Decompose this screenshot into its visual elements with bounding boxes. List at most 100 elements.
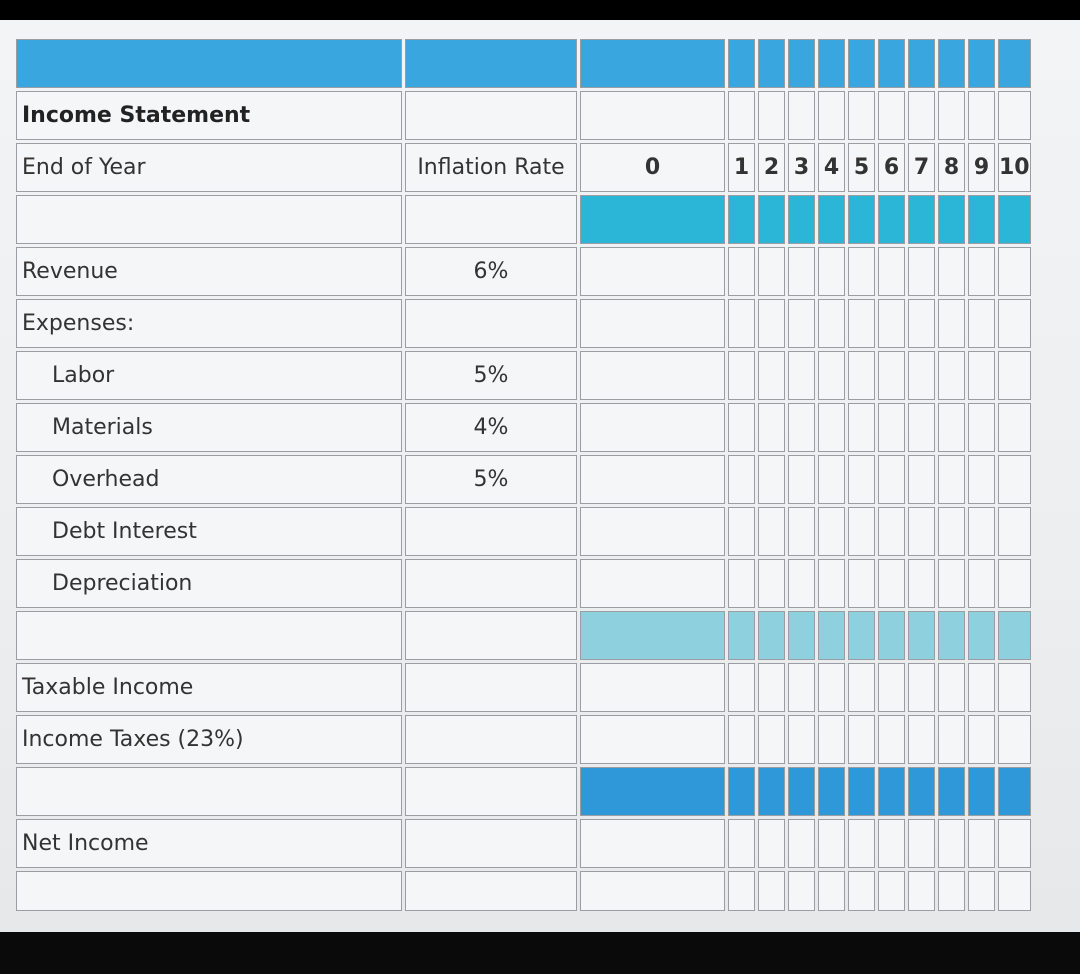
input-cell[interactable]: [818, 403, 845, 452]
input-cell[interactable]: [998, 455, 1031, 504]
input-cell[interactable]: [938, 871, 965, 911]
input-cell[interactable]: [788, 351, 815, 400]
input-cell[interactable]: [758, 455, 785, 504]
input-cell[interactable]: [878, 455, 905, 504]
input-cell[interactable]: [968, 455, 995, 504]
input-cell[interactable]: [848, 247, 875, 296]
input-cell[interactable]: [848, 403, 875, 452]
input-cell[interactable]: [908, 247, 935, 296]
input-cell[interactable]: [878, 871, 905, 911]
input-cell[interactable]: [968, 507, 995, 556]
input-cell[interactable]: [968, 715, 995, 764]
input-cell[interactable]: [878, 507, 905, 556]
input-cell[interactable]: [938, 351, 965, 400]
input-cell[interactable]: [788, 247, 815, 296]
input-cell[interactable]: [788, 715, 815, 764]
input-cell[interactable]: [908, 715, 935, 764]
input-cell[interactable]: [908, 351, 935, 400]
input-cell[interactable]: [818, 871, 845, 911]
input-cell[interactable]: [878, 715, 905, 764]
input-cell[interactable]: [728, 871, 755, 911]
input-cell[interactable]: [788, 403, 815, 452]
input-cell[interactable]: [758, 507, 785, 556]
input-cell[interactable]: [758, 247, 785, 296]
input-cell[interactable]: [878, 663, 905, 712]
input-cell[interactable]: [818, 715, 845, 764]
input-cell[interactable]: [908, 403, 935, 452]
input-cell[interactable]: [878, 819, 905, 868]
input-cell[interactable]: [788, 871, 815, 911]
input-cell[interactable]: [580, 559, 725, 608]
input-cell[interactable]: [938, 559, 965, 608]
input-cell[interactable]: [818, 455, 845, 504]
input-cell[interactable]: [938, 715, 965, 764]
input-cell[interactable]: [758, 663, 785, 712]
input-cell[interactable]: [848, 559, 875, 608]
input-cell[interactable]: [405, 611, 577, 660]
input-cell[interactable]: [788, 819, 815, 868]
input-cell[interactable]: [405, 91, 577, 140]
input-cell[interactable]: [728, 299, 755, 348]
input-cell[interactable]: [580, 299, 725, 348]
input-cell[interactable]: [998, 507, 1031, 556]
input-cell[interactable]: [848, 351, 875, 400]
input-cell[interactable]: [580, 403, 725, 452]
input-cell[interactable]: [580, 351, 725, 400]
input-cell[interactable]: [758, 715, 785, 764]
input-cell[interactable]: [818, 91, 845, 140]
input-cell[interactable]: [968, 91, 995, 140]
input-cell[interactable]: [818, 819, 845, 868]
input-cell[interactable]: [998, 819, 1031, 868]
input-cell[interactable]: [580, 91, 725, 140]
input-cell[interactable]: [728, 819, 755, 868]
input-cell[interactable]: [968, 819, 995, 868]
input-cell[interactable]: [405, 299, 577, 348]
input-cell[interactable]: [938, 91, 965, 140]
input-cell[interactable]: [848, 91, 875, 140]
input-cell[interactable]: [878, 299, 905, 348]
input-cell[interactable]: [728, 507, 755, 556]
input-cell[interactable]: [908, 663, 935, 712]
input-cell[interactable]: [405, 871, 577, 911]
input-cell[interactable]: [968, 663, 995, 712]
input-cell[interactable]: [788, 663, 815, 712]
input-cell[interactable]: [908, 871, 935, 911]
input-cell[interactable]: [580, 819, 725, 868]
input-cell[interactable]: [580, 247, 725, 296]
input-cell[interactable]: [878, 247, 905, 296]
input-cell[interactable]: [908, 507, 935, 556]
input-cell[interactable]: [878, 91, 905, 140]
input-cell[interactable]: [16, 871, 402, 911]
input-cell[interactable]: [878, 559, 905, 608]
input-cell[interactable]: [580, 663, 725, 712]
input-cell[interactable]: [968, 299, 995, 348]
input-cell[interactable]: [998, 715, 1031, 764]
input-cell[interactable]: [848, 663, 875, 712]
input-cell[interactable]: [998, 559, 1031, 608]
input-cell[interactable]: [848, 871, 875, 911]
input-cell[interactable]: [405, 507, 577, 556]
input-cell[interactable]: [908, 455, 935, 504]
input-cell[interactable]: [968, 247, 995, 296]
input-cell[interactable]: [580, 455, 725, 504]
input-cell[interactable]: [908, 819, 935, 868]
input-cell[interactable]: [968, 559, 995, 608]
input-cell[interactable]: [758, 351, 785, 400]
input-cell[interactable]: [580, 715, 725, 764]
input-cell[interactable]: [908, 299, 935, 348]
input-cell[interactable]: [968, 351, 995, 400]
input-cell[interactable]: [758, 819, 785, 868]
input-cell[interactable]: [758, 299, 785, 348]
input-cell[interactable]: [16, 611, 402, 660]
input-cell[interactable]: [405, 195, 577, 244]
input-cell[interactable]: [998, 663, 1031, 712]
input-cell[interactable]: [998, 351, 1031, 400]
input-cell[interactable]: [908, 91, 935, 140]
input-cell[interactable]: [818, 351, 845, 400]
input-cell[interactable]: [848, 299, 875, 348]
input-cell[interactable]: [758, 403, 785, 452]
input-cell[interactable]: [728, 403, 755, 452]
input-cell[interactable]: [405, 819, 577, 868]
input-cell[interactable]: [818, 559, 845, 608]
input-cell[interactable]: [938, 299, 965, 348]
